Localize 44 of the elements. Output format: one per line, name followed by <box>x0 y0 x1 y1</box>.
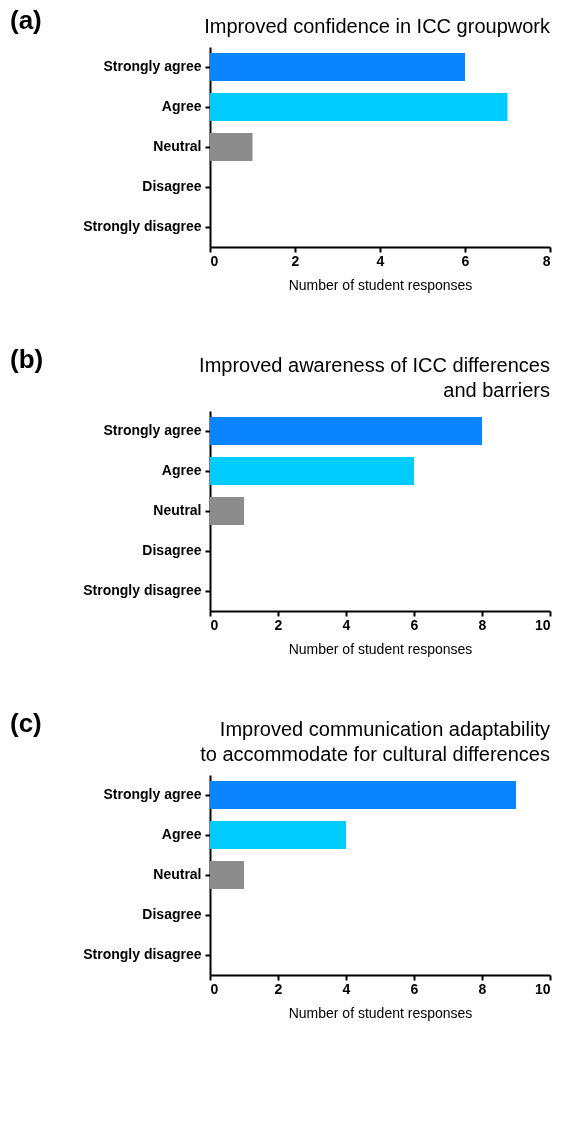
text: (a) <box>10 5 42 35</box>
x-tick-label: 10 <box>534 980 551 997</box>
x-tick-label: 8 <box>542 252 551 269</box>
x-tick-label: 4 <box>342 980 351 997</box>
text: (c) <box>10 708 42 738</box>
x-tick-label: 0 <box>210 252 219 269</box>
x-tick-label: 2 <box>274 980 283 997</box>
x-tick-label: 6 <box>410 980 419 997</box>
y-tick-label: Strongly agree <box>103 786 202 802</box>
x-tick-label: 6 <box>410 616 419 633</box>
y-tick-label: Strongly agree <box>103 58 202 74</box>
x-axis-title: Number of student responses <box>288 276 473 293</box>
y-tick-label: Disagree <box>142 178 202 194</box>
x-axis-title: Number of student responses <box>288 640 473 657</box>
y-tick-label: Neutral <box>153 138 202 154</box>
x-tick-label: 6 <box>461 252 470 269</box>
x-tick-label: 8 <box>478 980 487 997</box>
x-tick-label: 4 <box>376 252 385 269</box>
bar <box>210 93 508 121</box>
x-tick-label: 4 <box>342 616 351 633</box>
chart-title: Improved confidence in ICC groupwork <box>204 15 551 37</box>
x-tick-label: 2 <box>291 252 300 269</box>
y-tick-label: Strongly disagree <box>83 218 202 234</box>
text: (b) <box>10 344 44 374</box>
y-tick-label: Agree <box>161 462 202 478</box>
bar <box>210 133 253 161</box>
y-tick-label: Agree <box>161 826 202 842</box>
y-tick-label: Strongly disagree <box>83 582 202 598</box>
y-tick-label: Disagree <box>142 906 202 922</box>
x-tick-label: 0 <box>210 980 219 997</box>
x-tick-label: 8 <box>478 616 487 633</box>
x-tick-label: 10 <box>534 616 551 633</box>
y-tick-label: Agree <box>161 98 202 114</box>
y-tick-label: Disagree <box>142 542 202 558</box>
y-tick-label: Strongly agree <box>103 422 202 438</box>
x-axis-title: Number of student responses <box>288 1004 473 1021</box>
y-tick-label: Neutral <box>153 502 202 518</box>
chart-title: Improved communication adaptability to accommodate for cultural differences <box>200 718 550 765</box>
x-tick-label: 0 <box>210 616 219 633</box>
bar <box>210 53 465 81</box>
y-tick-label: Strongly disagree <box>83 946 202 962</box>
y-tick-label: Neutral <box>153 866 202 882</box>
x-tick-label: 2 <box>274 616 283 633</box>
chart-title: Improved awareness of ICC differences and barriers <box>199 354 550 401</box>
